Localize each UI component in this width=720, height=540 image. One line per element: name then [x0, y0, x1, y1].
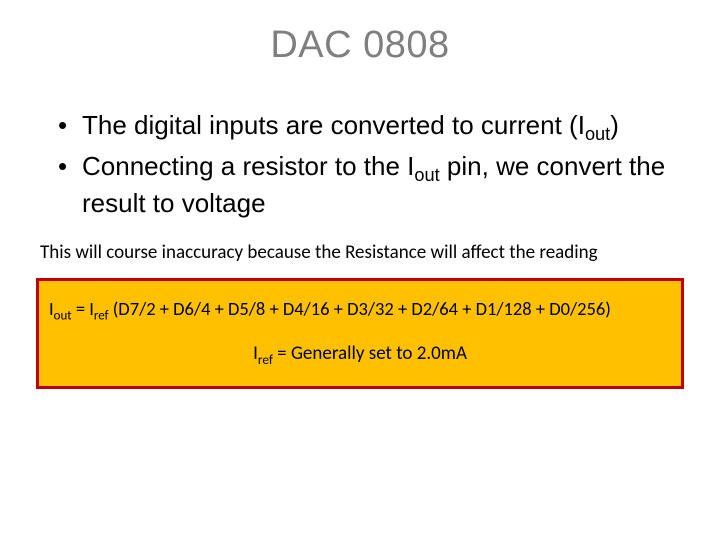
f-p2: = I [72, 297, 94, 320]
bullet-2-text-a: Connecting a resistor to the I [82, 151, 414, 181]
slide-title: DAC 0808 [28, 24, 692, 67]
f-s1: out [54, 309, 72, 324]
bullet-1: The digital inputs are converted to curr… [58, 109, 692, 146]
bullet-2-sub: out [414, 165, 439, 185]
formula-iref: Iref = Generally set to 2.0mA [49, 342, 671, 368]
slide: DAC 0808 The digital inputs are converte… [0, 0, 720, 540]
bullet-1-text-a: The digital inputs are converted to curr… [82, 110, 585, 140]
bullet-2: Connecting a resistor to the Iout pin, w… [58, 150, 692, 219]
f-p3: (D7/2 + D6/4 + D5/8 + D4/16 + D3/32 + D2… [109, 297, 611, 320]
bullet-list: The digital inputs are converted to curr… [28, 109, 692, 219]
bullet-1-sub: out [585, 124, 610, 144]
bullet-1-text-b: ) [610, 110, 619, 140]
iref-p2: = Generally set to 2.0mA [273, 342, 467, 365]
f-s2: ref [94, 309, 109, 324]
note-text: This will course inaccuracy because the … [40, 241, 680, 264]
iref-s1: ref [258, 351, 273, 368]
formula-box: Iout = Iref (D7/2 + D6/4 + D5/8 + D4/16 … [36, 278, 684, 388]
formula-iout: Iout = Iref (D7/2 + D6/4 + D5/8 + D4/16 … [49, 297, 671, 324]
